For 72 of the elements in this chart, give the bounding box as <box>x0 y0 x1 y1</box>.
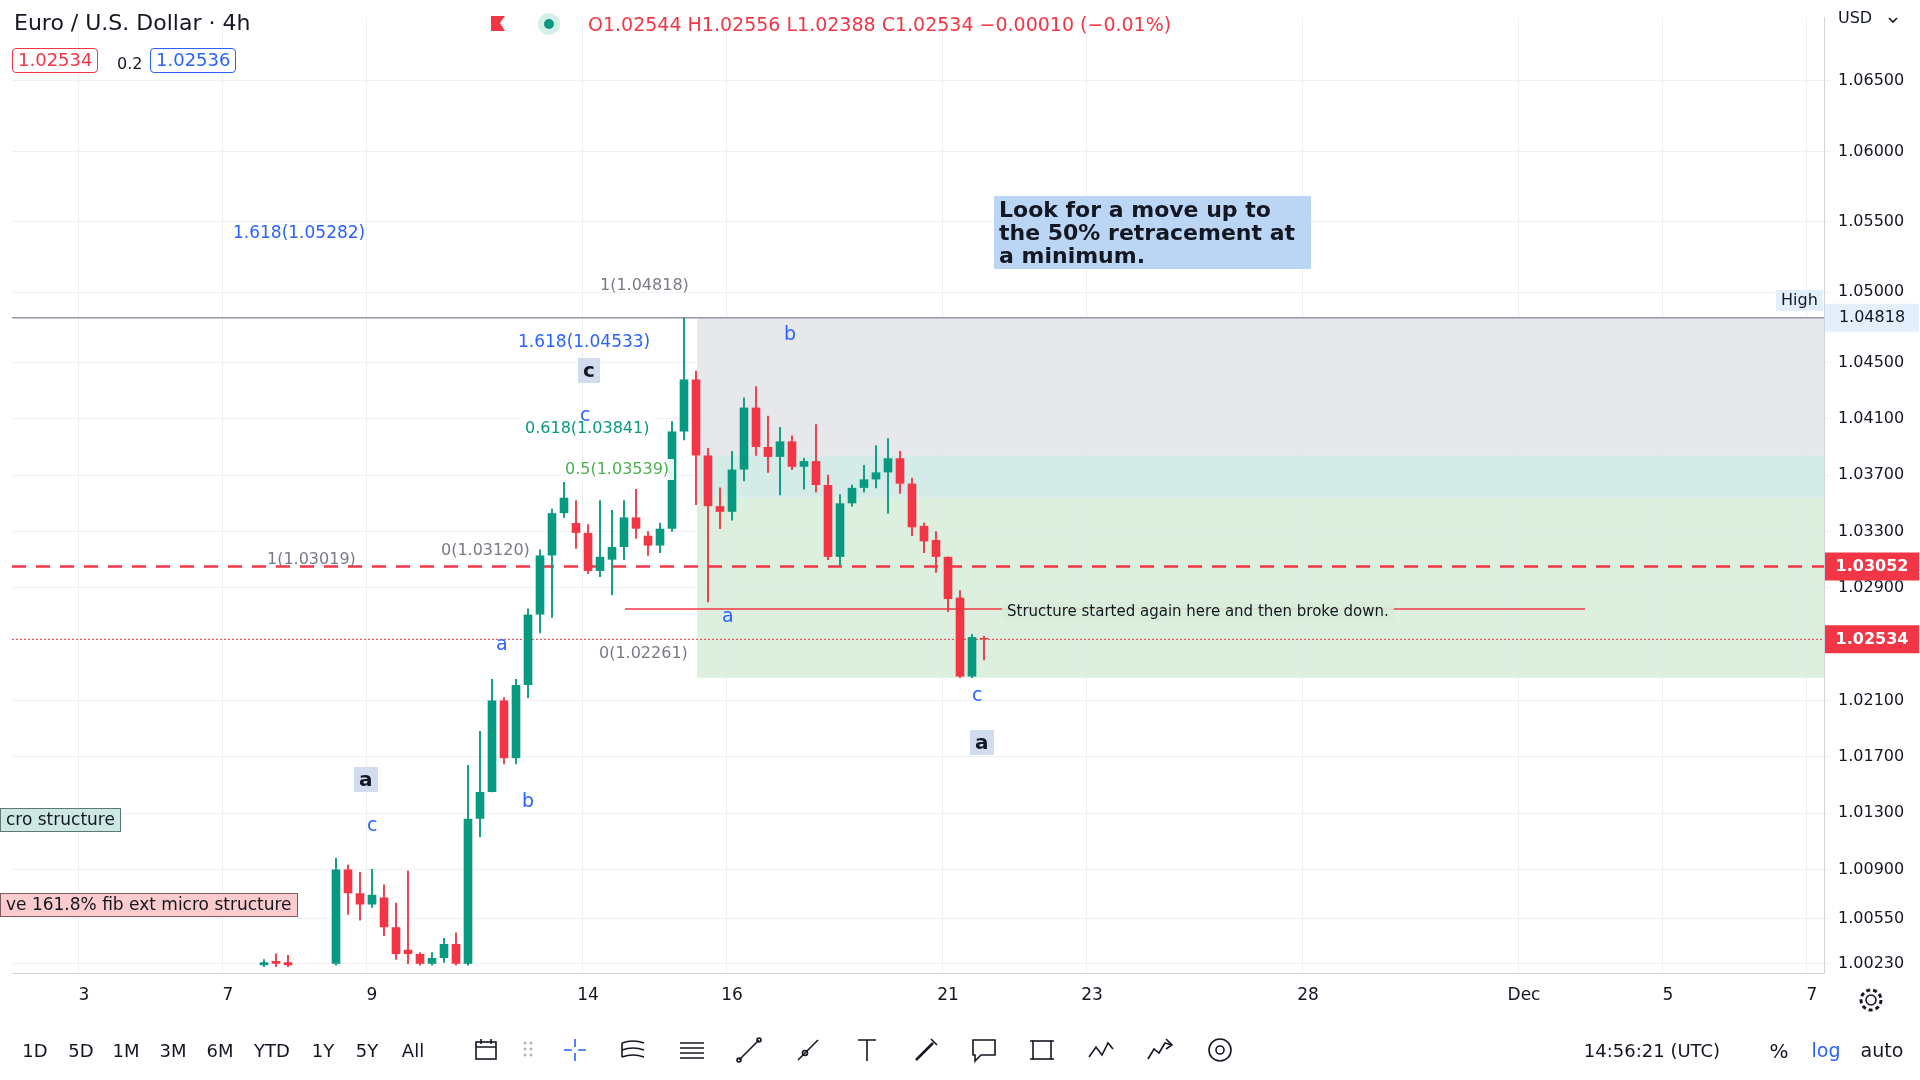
x-tick-label: Dec <box>1507 984 1541 1005</box>
chart-title: Euro / U.S. Dollar · 4h <box>14 10 251 35</box>
y-tick-label: 1.04100 <box>1838 408 1905 428</box>
annotation: b <box>522 789 535 811</box>
text: 5D <box>68 1039 94 1061</box>
annotation: 1.618(1.05282) <box>233 222 366 242</box>
text: 1D <box>22 1039 48 1061</box>
ref-line-label: 1.03052 <box>1835 555 1909 575</box>
annotation: 1(1.04818) <box>600 275 689 294</box>
text: 1M <box>112 1039 140 1061</box>
y-tick-label: 1.01700 <box>1838 745 1905 765</box>
candlestick <box>607 510 617 596</box>
x-tick-label: 7 <box>222 984 234 1005</box>
annotation: a <box>970 730 994 755</box>
text: YTD <box>254 1039 290 1061</box>
y-tick-label: 1.05500 <box>1838 210 1905 230</box>
x-tick-label: 21 <box>937 984 959 1005</box>
text: log <box>1811 1039 1841 1062</box>
annotation: ve 161.8% fib ext micro structure <box>0 893 298 917</box>
annotation: Look for a move up to the 50% retracement at a minimum. <box>994 196 1311 270</box>
annotation: High <box>1776 290 1823 311</box>
y-tick-label: 1.03300 <box>1838 520 1905 540</box>
annotation: b <box>784 322 797 344</box>
y-tick-label: 1.03700 <box>1838 464 1905 484</box>
annotation: c <box>578 358 600 383</box>
y-tick-label: 1.06000 <box>1838 140 1905 160</box>
x-tick-label: 23 <box>1081 984 1103 1005</box>
annotation: c <box>972 683 983 705</box>
y-tick-label: 1.04500 <box>1838 351 1905 371</box>
y-tick-label: 1.05000 <box>1838 281 1905 301</box>
text: 3M <box>159 1039 187 1061</box>
annotation: Structure started again here and then broke down. <box>1002 602 1394 622</box>
y-tick-label: 1.02100 <box>1838 689 1905 709</box>
annotation: 0.5(1.03539) <box>560 459 675 480</box>
text: % <box>1769 1038 1789 1063</box>
text: auto <box>1860 1039 1904 1062</box>
text: 5Y <box>355 1039 379 1061</box>
annotation: 0(1.02261) <box>599 643 688 662</box>
x-tick-label: 14 <box>577 984 599 1005</box>
text: USD <box>1838 8 1873 27</box>
y-tick-label: 1.02900 <box>1838 576 1905 596</box>
annotation: 1.02536 <box>150 48 237 73</box>
y-tick-label: 1.06500 <box>1838 70 1905 90</box>
x-tick-label: 9 <box>366 984 378 1005</box>
annotation: 0.2 <box>117 54 143 73</box>
annotation: 1(1.03019) <box>267 549 356 568</box>
y-tick-label: 1.00550 <box>1838 907 1905 927</box>
chart-subtitle: O1.02544 H1.02556 L1.02388 C1.02534 −0.00010 (−0.01%) <box>588 13 1172 35</box>
x-tick-label: 5 <box>1662 984 1674 1005</box>
y-tick-label: 1.00900 <box>1838 858 1905 878</box>
y-tick-label: 1.00230 <box>1838 952 1905 972</box>
x-tick-label: 16 <box>721 984 743 1005</box>
text: 1Y <box>311 1039 335 1061</box>
annotation: cro structure <box>0 808 121 832</box>
annotation: c <box>367 813 378 835</box>
candlestick <box>715 487 725 530</box>
ref-line-label: 1.02534 <box>1835 628 1909 648</box>
annotation: a <box>354 767 378 792</box>
annotation: 1.02534 <box>12 48 99 73</box>
text: 14:56:21 (UTC) <box>1583 1039 1721 1061</box>
x-tick-label: 7 <box>1806 984 1818 1005</box>
x-tick-label: 28 <box>1297 984 1319 1005</box>
text: 6M <box>206 1039 234 1061</box>
annotation: a <box>722 604 734 626</box>
annotation: 0(1.03120) <box>436 540 535 561</box>
candlestick <box>871 445 881 489</box>
annotation: 1.618(1.04533) <box>518 331 651 351</box>
y-tick-label: 1.01300 <box>1838 802 1905 822</box>
ref-line-label: 1.04818 <box>1838 306 1906 326</box>
x-tick-label: 3 <box>78 984 90 1005</box>
annotation: a <box>496 632 508 654</box>
text: All <box>401 1039 425 1061</box>
